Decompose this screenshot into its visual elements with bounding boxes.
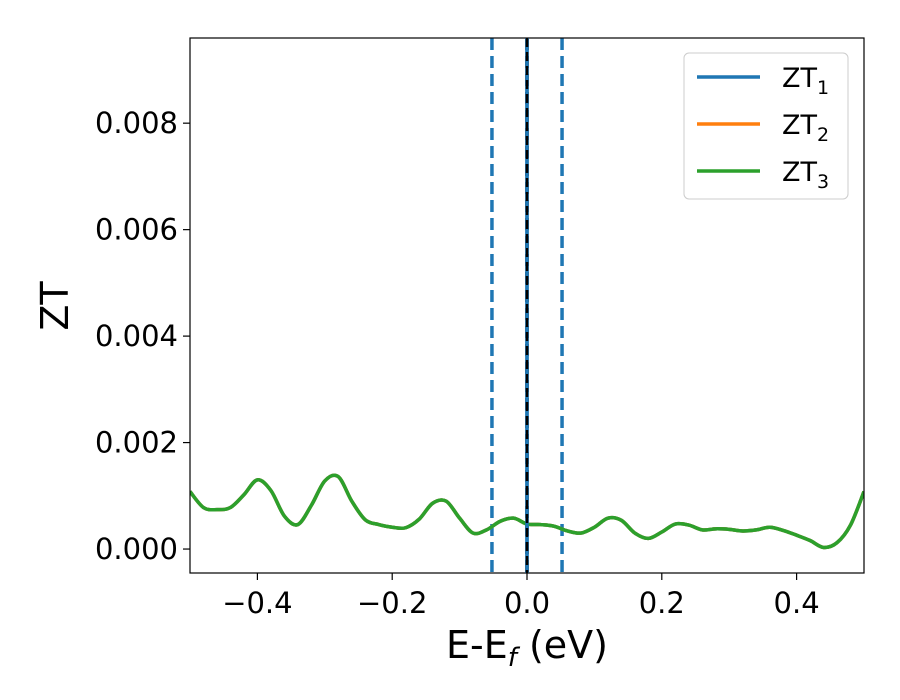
x-tick-label: 0.2 (639, 586, 685, 620)
x-axis: −0.4 −0.2 0.0 0.2 0.4 (222, 573, 820, 620)
legend-entries: ZT1 ZT2 ZT3 (697, 63, 829, 193)
legend-box (683, 52, 849, 200)
y-tick-label: 0.008 (95, 106, 178, 140)
x-tick-label: 0.4 (774, 586, 820, 620)
y-tick-label: 0.004 (95, 319, 178, 353)
legend-label-zt2: ZT2 (782, 110, 829, 146)
y-axis: 0.000 0.002 0.004 0.006 0.008 (95, 106, 190, 566)
x-tick-label: −0.2 (357, 586, 427, 620)
y-tick-label: 0.006 (95, 213, 178, 247)
legend: ZT1 ZT2 ZT3 (683, 52, 849, 200)
legend-label-zt3: ZT3 (782, 157, 829, 193)
x-axis-label: E-Ef (eV) (446, 623, 608, 673)
legend-label-zt1: ZT1 (782, 63, 829, 99)
y-tick-label: 0.000 (95, 532, 178, 566)
y-tick-label: 0.002 (95, 426, 178, 460)
y-axis-label: ZT (33, 281, 77, 331)
x-tick-label: −0.4 (222, 586, 292, 620)
x-tick-label: 0.0 (504, 586, 550, 620)
